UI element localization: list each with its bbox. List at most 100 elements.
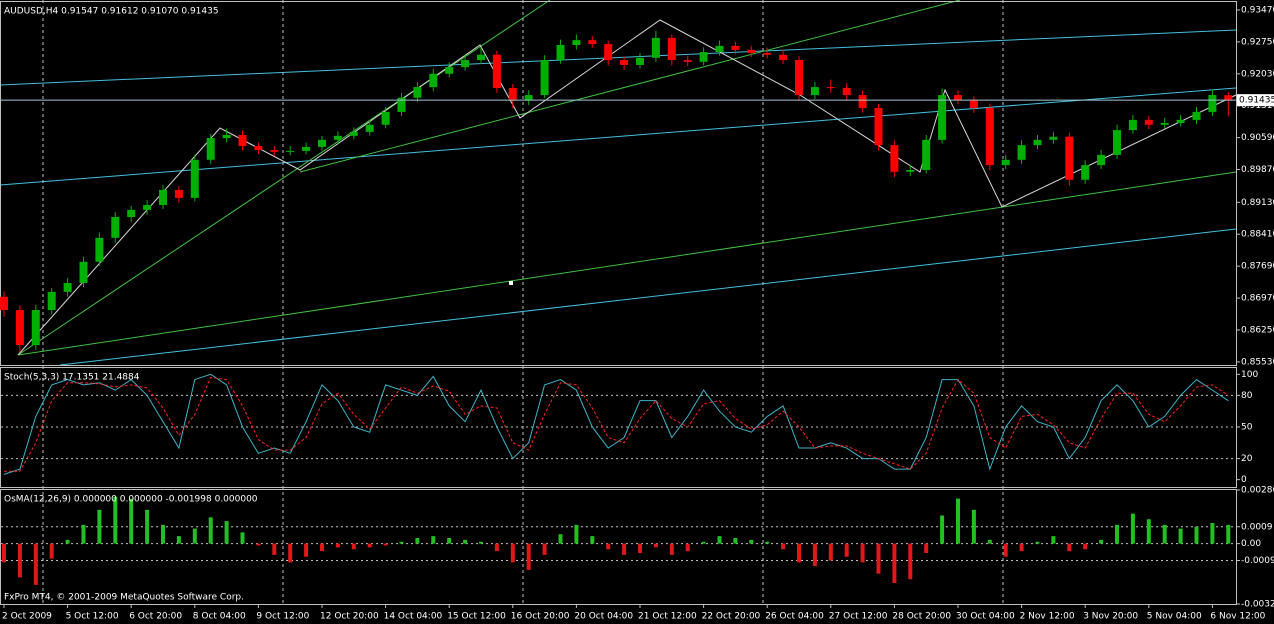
histogram-bar xyxy=(351,543,356,550)
histogram-bar xyxy=(908,543,913,580)
histogram-bar xyxy=(1067,543,1072,552)
x-tick-label: 6 Oct 20:00 xyxy=(129,612,182,622)
histogram-bar xyxy=(33,543,38,585)
y-tick-label: -0.00322 xyxy=(1241,600,1274,610)
candle-body xyxy=(810,87,819,96)
zigzag-line xyxy=(17,19,1237,356)
candle-body xyxy=(795,60,803,96)
histogram-bar xyxy=(176,536,181,544)
candle-body xyxy=(906,169,915,172)
x-tick-label: 20 Oct 04:00 xyxy=(574,612,633,622)
panel-title: AUDUSD,H4 0.91547 0.91612 0.91070 0.9143… xyxy=(4,7,219,17)
candle-body xyxy=(333,135,342,140)
channel-line xyxy=(59,228,1237,366)
candle-body xyxy=(1081,165,1090,180)
histogram-bar xyxy=(161,524,165,544)
candle-body xyxy=(954,95,962,100)
histogram-bar xyxy=(987,539,992,544)
candle-body xyxy=(1017,145,1026,160)
y-tick-label: -0.0009 xyxy=(1241,556,1274,566)
x-tick-label: 15 Oct 12:00 xyxy=(447,612,506,622)
candle-body xyxy=(63,283,72,292)
histogram-bar xyxy=(1035,541,1040,544)
histogram-bar xyxy=(797,543,801,563)
histogram-bar xyxy=(669,543,674,555)
histogram-bar xyxy=(892,543,897,583)
candle-body xyxy=(938,95,947,140)
candle-body xyxy=(683,60,692,62)
histogram-bar xyxy=(1019,543,1024,552)
x-tick-label: 3 Nov 20:00 xyxy=(1083,612,1138,622)
histogram-bar xyxy=(876,543,881,574)
candle-body xyxy=(826,87,835,89)
histogram-bar xyxy=(65,539,70,544)
candle-body xyxy=(79,261,88,284)
trend-line xyxy=(17,171,1237,356)
candle-body xyxy=(492,54,501,88)
candle-body xyxy=(874,107,883,146)
y-tick-label: 0.00 xyxy=(1241,539,1261,549)
osma-panel-frame xyxy=(0,489,1237,605)
candle-body xyxy=(143,204,152,210)
histogram-bar xyxy=(638,543,642,553)
candle-body xyxy=(47,291,56,311)
trend-line xyxy=(17,0,551,356)
x-tick-label: 27 Oct 12:00 xyxy=(829,612,888,622)
histogram-bar xyxy=(81,524,86,544)
copyright: FxPro MT4, © 2001-2009 MetaQuotes Softwa… xyxy=(4,593,244,603)
histogram-bar xyxy=(606,543,611,550)
histogram-bar xyxy=(622,543,627,555)
histogram-bar xyxy=(733,538,738,544)
histogram-bar xyxy=(701,541,706,544)
y-tick-label: 50 xyxy=(1241,422,1253,432)
candle-body xyxy=(477,54,485,61)
vertical-grid xyxy=(42,0,1004,604)
candle-body xyxy=(620,60,629,65)
histogram-bar xyxy=(558,534,563,544)
histogram-bar xyxy=(224,521,229,544)
histogram-bar xyxy=(399,541,404,544)
stoch-panel-frame xyxy=(0,367,1237,488)
histogram-bar xyxy=(494,543,499,552)
histogram-bar xyxy=(49,543,54,559)
candle-body xyxy=(31,310,40,346)
candle-body xyxy=(1208,95,1217,112)
price-tag-label: 0.91435 xyxy=(1239,96,1274,106)
candle-body xyxy=(540,60,549,96)
histogram-bar xyxy=(685,543,690,552)
y-tick-label: 0 xyxy=(1241,475,1247,485)
x-tick-label: 26 Oct 04:00 xyxy=(765,612,824,622)
histogram-bar xyxy=(1083,543,1088,550)
histogram-bar xyxy=(367,543,372,548)
histogram-bar xyxy=(129,498,134,544)
histogram-bar xyxy=(1003,543,1008,557)
candle-body xyxy=(429,73,438,88)
x-tick-label: 30 Oct 04:00 xyxy=(956,612,1015,622)
histogram-bar xyxy=(781,543,786,550)
candle-body xyxy=(1192,111,1201,120)
candle-body xyxy=(524,95,533,100)
candle-body xyxy=(731,45,740,50)
histogram-bar xyxy=(956,498,960,544)
y-tick-label: 0.0009 xyxy=(1241,522,1273,532)
trend-line xyxy=(299,0,961,173)
candle-body xyxy=(1128,119,1137,131)
candle-body xyxy=(1097,154,1106,166)
candle-body xyxy=(604,44,613,61)
candle-body xyxy=(349,131,358,136)
histogram-bar xyxy=(335,543,340,548)
candle-body xyxy=(699,52,708,62)
channel-line xyxy=(0,29,1237,86)
candle-body xyxy=(206,138,215,160)
candle-body xyxy=(254,146,263,151)
candle-body xyxy=(667,37,676,61)
histogram-bar xyxy=(208,517,213,544)
histogram-bar xyxy=(1226,524,1231,544)
x-tick-label: 14 Oct 04:00 xyxy=(384,612,443,622)
